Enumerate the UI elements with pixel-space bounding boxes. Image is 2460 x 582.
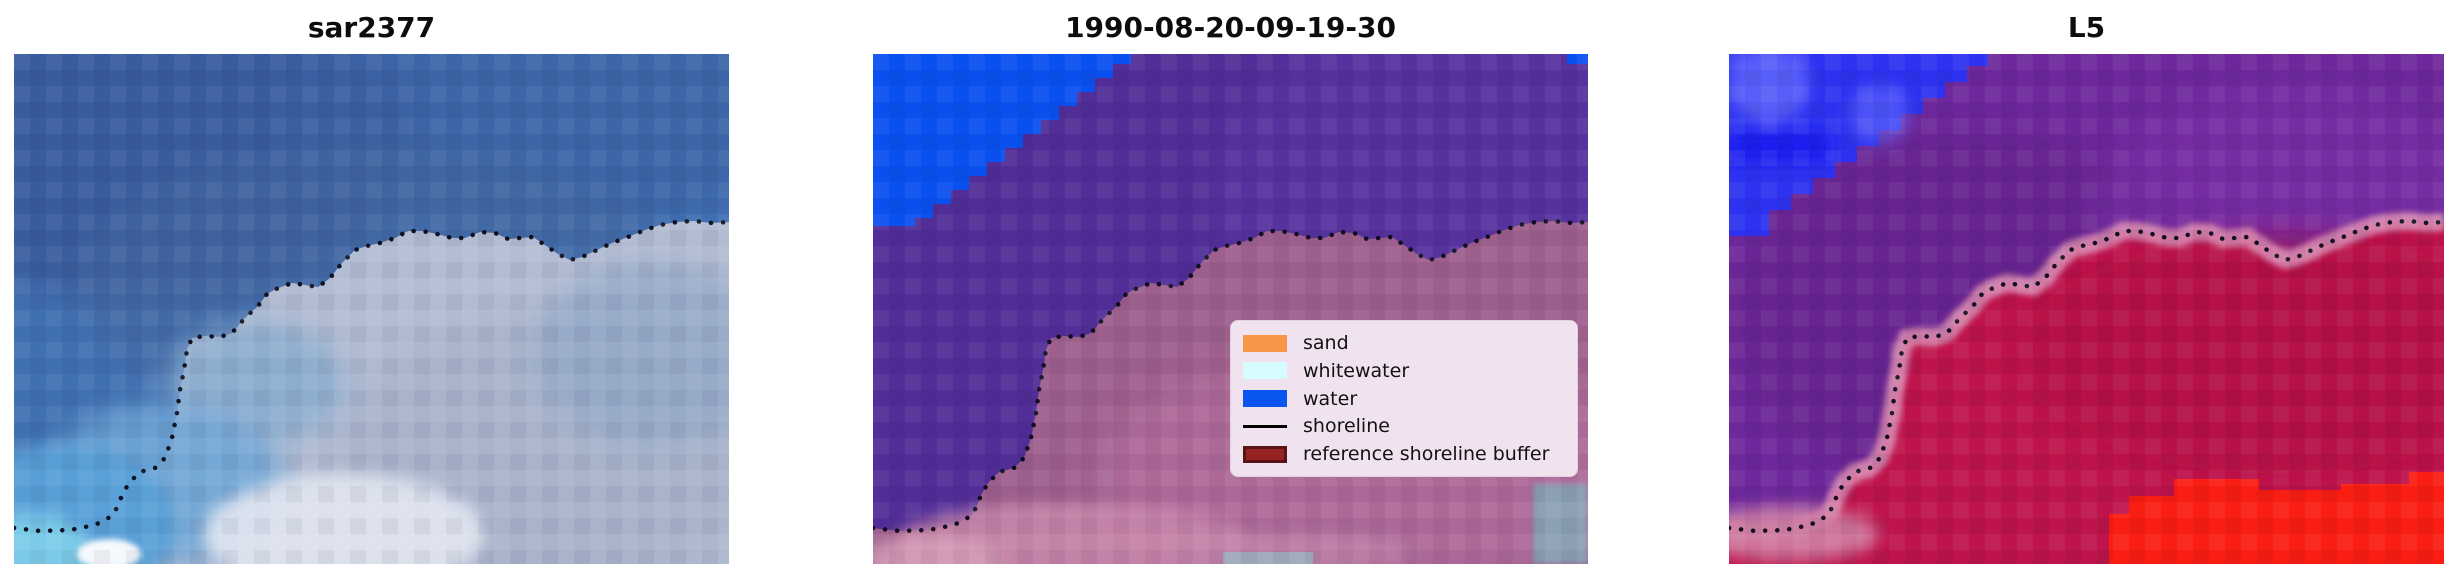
- legend-item-water: water: [1243, 386, 1565, 412]
- legend-item-sand: sand: [1243, 330, 1565, 356]
- panel2-title: 1990-08-20-09-19-30: [1065, 11, 1396, 44]
- legend-label: water: [1303, 387, 1358, 410]
- water-swatch: [1243, 390, 1287, 407]
- legend-label: shoreline: [1303, 415, 1390, 438]
- panel3-title: L5: [2067, 11, 2106, 44]
- legend-item-reference-shoreline-buffer: reference shoreline buffer: [1243, 441, 1565, 467]
- legend-item-whitewater: whitewater: [1243, 358, 1565, 384]
- legend: sand whitewater water shoreline referenc…: [1230, 320, 1578, 477]
- legend-label: whitewater: [1303, 359, 1410, 382]
- panel1-title: sar2377: [307, 11, 436, 44]
- sand-swatch: [1243, 334, 1287, 352]
- panel2-classification-image: [873, 54, 1588, 564]
- panel1-sar-image: [14, 54, 729, 564]
- shoreline-line-swatch: [1243, 424, 1287, 428]
- whitewater-swatch: [1243, 362, 1287, 380]
- legend-item-shoreline: shoreline: [1243, 413, 1565, 439]
- panel3-l5-image: [1729, 54, 2444, 564]
- legend-label: sand: [1303, 332, 1349, 354]
- buffer-swatch: [1243, 445, 1287, 463]
- legend-label: reference shoreline buffer: [1303, 443, 1550, 465]
